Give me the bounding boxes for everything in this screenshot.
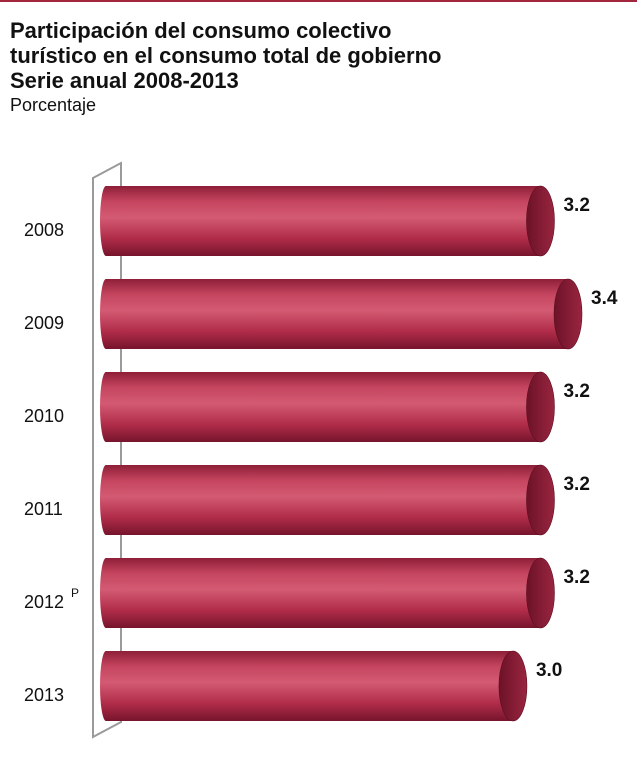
- bar: [100, 465, 555, 535]
- category-label: 2011: [24, 499, 63, 519]
- bar: [100, 186, 555, 256]
- category-label-superscript: P: [71, 586, 79, 600]
- data-label: 3.2: [563, 567, 589, 588]
- chart-title-line-2: turístico en el consumo total de gobiern…: [10, 43, 442, 68]
- bar-end-cap: [553, 278, 583, 350]
- bar: [100, 372, 555, 442]
- category-label: 2009: [24, 313, 64, 333]
- category-label: 2008: [24, 220, 64, 240]
- top-rule: [0, 0, 637, 2]
- category-label: 2012: [24, 592, 64, 612]
- data-label: 3.2: [563, 195, 589, 216]
- data-label: 3.2: [563, 381, 589, 402]
- bar: [100, 279, 582, 349]
- bar-end-cap: [526, 464, 555, 536]
- bar-end-cap: [526, 557, 555, 629]
- chart-title-line-1: Participación del consumo colectivo: [10, 18, 392, 43]
- bar: [100, 558, 555, 628]
- chart-title-line-3: Serie anual 2008-2013: [10, 68, 239, 93]
- chart-subtitle: Porcentaje: [10, 95, 97, 115]
- bar-end-cap: [498, 650, 528, 722]
- data-label: 3.0: [536, 660, 562, 681]
- bar: [100, 651, 527, 721]
- axis-wall: [92, 161, 122, 739]
- category-label: 2010: [24, 406, 64, 426]
- bar-end-cap: [526, 371, 555, 443]
- bar-end-cap: [526, 185, 555, 257]
- data-label: 3.2: [563, 474, 589, 495]
- chart-title-block: Participación del consumo colectivo turí…: [10, 18, 630, 116]
- category-label: 2013: [24, 685, 64, 705]
- data-label: 3.4: [591, 288, 618, 309]
